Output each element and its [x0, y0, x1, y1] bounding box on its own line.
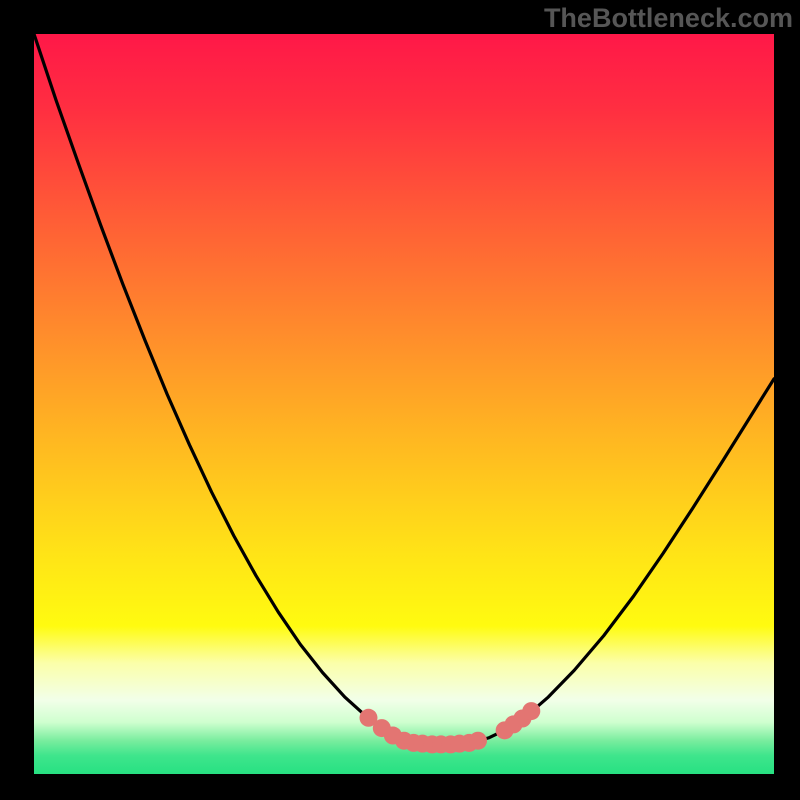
marker-series — [34, 34, 774, 774]
marker-point — [522, 702, 540, 720]
plot-area — [34, 34, 774, 774]
watermark-text: TheBottleneck.com — [544, 3, 793, 34]
marker-point — [469, 732, 487, 750]
